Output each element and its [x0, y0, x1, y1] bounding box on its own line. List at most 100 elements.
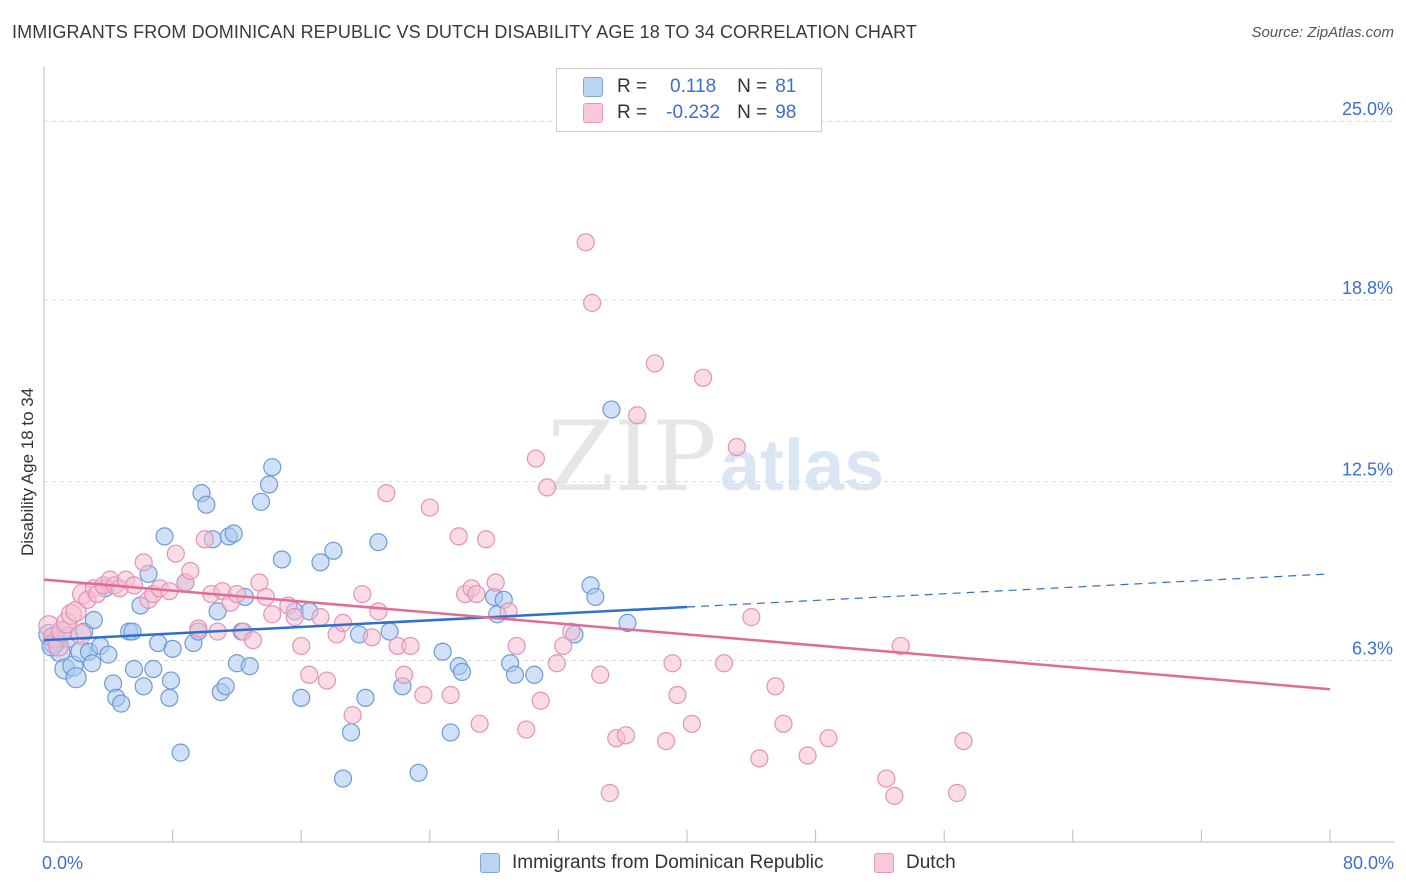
watermark-atlas: atlas — [720, 426, 884, 506]
dutch-point — [449, 527, 468, 546]
chart-title: IMMIGRANTS FROM DOMINICAN REPUBLIC VS DU… — [12, 22, 917, 42]
dominican-point — [171, 743, 190, 762]
trend-lines — [43, 573, 1331, 691]
dominican-point — [409, 763, 428, 782]
dutch-point — [591, 665, 610, 684]
dutch-point — [954, 731, 973, 751]
legend-swatch-blue — [480, 853, 500, 873]
dutch-point — [394, 665, 414, 684]
dominican-point — [134, 677, 153, 696]
dutch-point — [343, 706, 362, 725]
r-value: 0.118 — [670, 76, 717, 97]
y-tick-label: 6.3% — [1352, 638, 1393, 658]
stats-legend-row-dutch: R = -0.232 N = 98 — [583, 100, 796, 126]
dominican-point — [216, 677, 235, 696]
dominican-point — [441, 723, 460, 742]
source-credit: Source: ZipAtlas.com — [1251, 24, 1394, 41]
dutch-point — [668, 685, 687, 705]
dutch-point — [189, 619, 208, 638]
dominican-point — [369, 533, 388, 552]
y-tick-label: 12.5% — [1342, 460, 1393, 480]
trend-line-dutch — [43, 578, 1331, 691]
trend-line-dominican-extrapolated — [686, 573, 1331, 608]
dutch-point — [576, 233, 595, 252]
dominican-point — [586, 587, 605, 607]
dominican-point — [356, 688, 375, 707]
dominican-point — [160, 688, 179, 707]
dominican-point — [84, 610, 103, 630]
dutch-point — [166, 544, 185, 563]
dutch-point — [517, 720, 536, 739]
legend-item-dominican: Immigrants from Dominican Republic — [480, 852, 824, 874]
dominican-point — [65, 667, 87, 689]
dutch-point — [311, 608, 330, 627]
dutch-point — [70, 623, 92, 646]
n-label: N = — [737, 76, 768, 97]
dutch-point — [362, 628, 382, 647]
grid — [44, 120, 1394, 661]
dominican-point — [618, 613, 637, 632]
dominican-point — [259, 475, 279, 494]
dutch-point — [750, 749, 769, 768]
dutch-point — [774, 714, 793, 733]
dutch-point — [470, 714, 489, 733]
x-tick-label-max: 80.0% — [1342, 853, 1394, 873]
trend-line-dominican — [43, 605, 688, 642]
dutch-point — [891, 636, 910, 656]
dutch-point — [693, 368, 713, 387]
dominican-point — [123, 622, 142, 641]
axes — [43, 66, 1394, 843]
dutch-point — [420, 498, 439, 517]
dutch-point — [819, 729, 838, 748]
dutch-point — [600, 783, 619, 803]
dutch-point — [124, 576, 144, 595]
dutch-point — [547, 654, 566, 673]
stats-legend-row-dominican: R = 0.118 N = 81 — [583, 74, 796, 100]
dutch-point — [714, 654, 734, 673]
dominican-point — [333, 769, 353, 788]
dominican-point — [163, 639, 182, 658]
dutch-point — [353, 584, 372, 604]
dominican-point — [602, 400, 621, 419]
dutch-point — [766, 677, 785, 696]
dutch-point — [526, 449, 545, 468]
legend-swatch-pink — [874, 853, 894, 873]
dominican-point — [124, 659, 144, 679]
dutch-point — [885, 786, 904, 805]
dominican-point — [208, 602, 227, 621]
dutch-point — [181, 561, 200, 581]
dutch-point — [263, 605, 282, 624]
y-tick-label: 25.0% — [1342, 99, 1393, 119]
dutch-point — [317, 671, 337, 690]
r-value: -0.232 — [666, 102, 721, 123]
dutch-point — [947, 783, 967, 803]
dutch-point — [195, 530, 214, 549]
dominican-point — [155, 527, 174, 546]
dutch-point — [243, 631, 263, 650]
n-label: N = — [737, 102, 768, 123]
r-label: R = — [617, 76, 648, 97]
dominican-point — [240, 657, 259, 676]
x-tick-label-min: 0.0% — [42, 853, 84, 873]
dutch-point — [682, 714, 701, 733]
dutch-point — [401, 636, 420, 656]
dominican-point — [197, 495, 216, 514]
n-value: 81 — [775, 76, 797, 97]
dutch-point — [285, 608, 304, 627]
dominican-point — [272, 550, 292, 569]
dominican-point — [99, 645, 118, 664]
dutch-point — [292, 636, 311, 656]
watermark: ZIP atlas — [547, 401, 884, 513]
dominican-point — [161, 671, 181, 690]
dominican-point — [311, 553, 330, 572]
y-tick-label: 18.8% — [1342, 278, 1393, 298]
dutch-point — [486, 573, 505, 592]
legend-label-dutch: Dutch — [906, 852, 956, 873]
r-label: R = — [617, 102, 648, 123]
dominican-point — [292, 688, 311, 707]
dutch-point — [227, 584, 246, 604]
series-dutch-points — [38, 233, 973, 805]
dominican-point — [263, 458, 282, 477]
legend-item-dutch: Dutch — [874, 852, 956, 874]
